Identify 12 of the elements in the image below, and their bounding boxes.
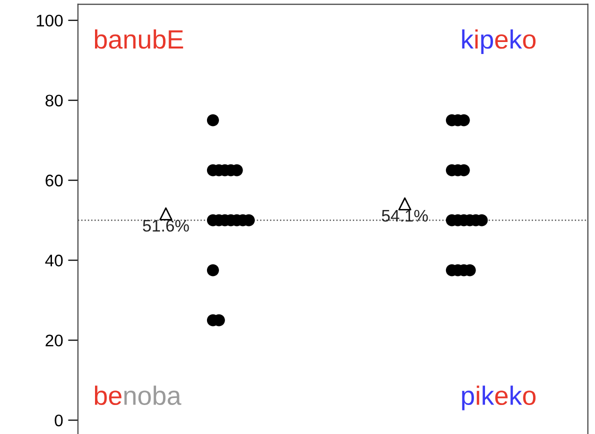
- y-tick-label: 20: [46, 334, 63, 346]
- data-label: 51.6%: [142, 220, 189, 232]
- y-tick-label: 0: [54, 414, 63, 426]
- annotation: kipeko: [462, 29, 536, 54]
- y-tick-label: 100: [36, 14, 63, 27]
- y-tick-label: 60: [46, 174, 63, 186]
- y-tick-label: 40: [45, 254, 63, 266]
- annotation: banubE: [94, 29, 184, 49]
- annotation: benoba: [94, 386, 182, 406]
- annotation: pikeko: [462, 386, 536, 410]
- y-tick-label: 80: [46, 94, 63, 107]
- data-label: 54.1%: [382, 210, 428, 222]
